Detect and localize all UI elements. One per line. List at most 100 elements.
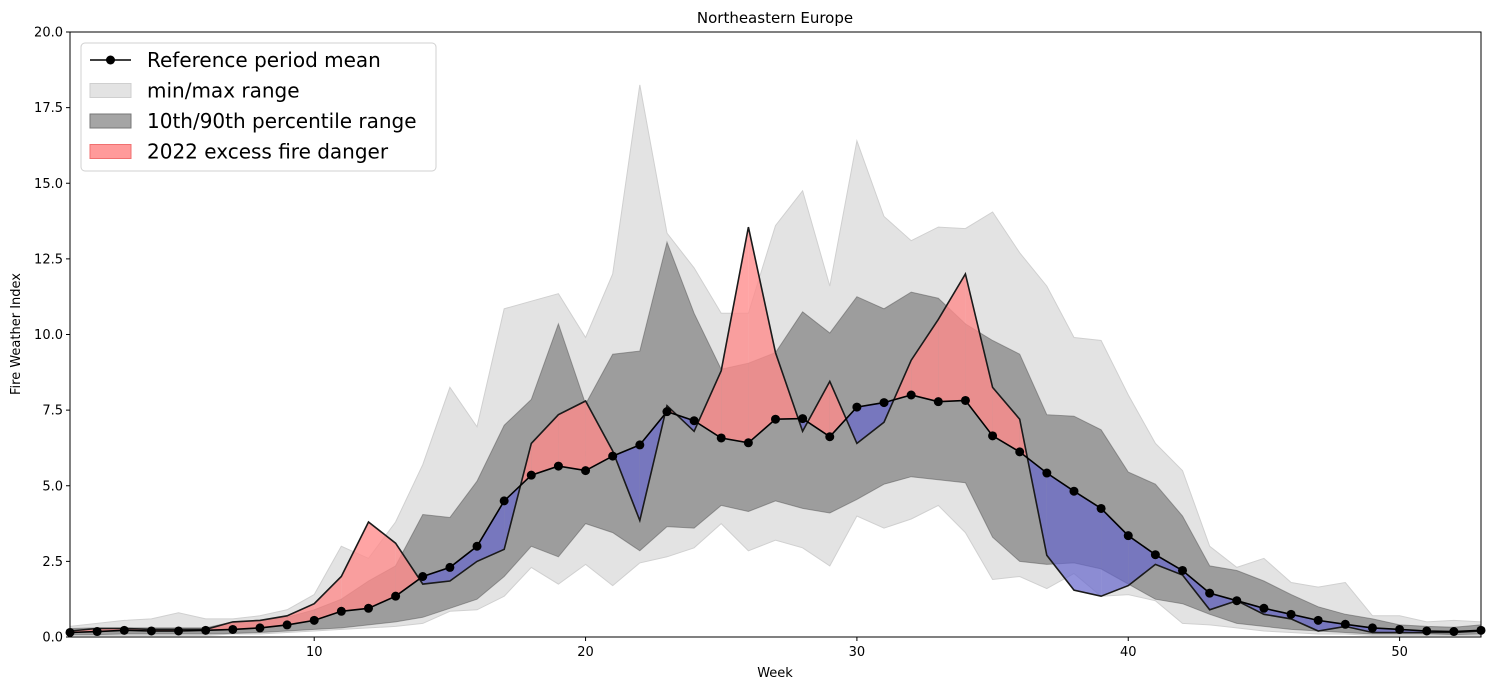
below-fill-segment <box>856 402 884 444</box>
reference-mean-point <box>255 623 265 633</box>
reference-mean-point <box>743 438 753 448</box>
legend: Reference period mean min/max range 10th/9… <box>80 42 437 172</box>
below-fill-segment <box>1209 593 1237 610</box>
excess-fill-segment <box>232 620 260 630</box>
excess-fill-segment <box>341 522 369 612</box>
reference-mean-point <box>445 562 455 572</box>
reference-mean-point <box>499 496 509 506</box>
below-fill-segment <box>1263 608 1292 619</box>
below-fill-segment <box>449 546 477 581</box>
reference-mean-point <box>906 390 916 400</box>
below-fill-segment <box>1101 508 1129 597</box>
excess-fill-segment <box>992 387 1020 452</box>
reference-mean-point <box>960 395 970 405</box>
reference-mean-point <box>1042 468 1052 478</box>
reference-mean-point <box>1150 550 1160 560</box>
y-tick-label: 17.5 <box>34 101 63 116</box>
legend-swatch-patch <box>89 144 132 159</box>
reference-mean-point <box>228 624 238 634</box>
below-fill-segment <box>477 500 505 562</box>
excess-fill-segment <box>531 414 559 476</box>
below-fill-segment <box>614 444 640 521</box>
reference-mean-point <box>526 470 536 480</box>
plot-area <box>65 84 1486 637</box>
excess-fill-segment <box>911 319 939 402</box>
reference-mean-point <box>988 431 998 441</box>
reference-mean-point <box>174 626 184 636</box>
reference-mean-point <box>201 625 211 635</box>
reference-mean-point <box>933 397 943 407</box>
reference-mean-point <box>825 432 835 442</box>
y-tick-label: 10.0 <box>34 328 63 343</box>
excess-fill-segment <box>314 576 342 621</box>
excess-fill-segment <box>807 381 830 437</box>
reference-mean-point <box>92 627 102 637</box>
below-fill-segment <box>1046 473 1074 591</box>
y-axis-label: Fire Weather Index <box>9 273 24 395</box>
reference-mean-point <box>852 402 862 412</box>
reference-mean-point <box>472 541 482 551</box>
reference-mean-point <box>1313 615 1323 625</box>
below-fill-segment <box>1291 614 1319 631</box>
reference-mean-point <box>336 606 346 616</box>
reference-mean-point <box>689 416 699 426</box>
y-tick-label: 5.0 <box>42 479 63 494</box>
reference-mean-point <box>282 620 292 630</box>
axes: 10 20 30 40 50 0.0 2.5 5.0 7.5 10.0 12.5 15.0 17.5 20… <box>34 26 1482 660</box>
reference-mean-point <box>146 626 156 636</box>
reference-mean-point <box>798 414 808 424</box>
reference-mean-point <box>1449 627 1459 637</box>
excess-fill-segment <box>721 227 749 443</box>
reference-mean-point <box>1205 588 1215 598</box>
x-tick-label: 50 <box>1391 645 1408 660</box>
x-tick-label: 10 <box>306 645 323 660</box>
reference-mean-point <box>1395 624 1405 634</box>
below-fill-segment <box>1155 554 1183 575</box>
reference-mean-point <box>1015 447 1025 457</box>
x-tick-label: 30 <box>849 645 866 660</box>
reference-mean-point <box>662 407 672 417</box>
excess-fill-segment <box>697 370 722 438</box>
y-tick-label: 20.0 <box>34 26 63 41</box>
x-tick-label: 20 <box>577 645 594 660</box>
below-fill-segment <box>422 567 450 585</box>
excess-fill-segment <box>287 603 315 625</box>
excess-fill-segment <box>938 274 966 402</box>
reference-mean-point <box>1232 596 1242 606</box>
series-2022-line <box>70 226 1481 634</box>
reference-mean-point <box>1069 486 1079 496</box>
y-tick-label: 15.0 <box>34 177 63 192</box>
reference-mean-point <box>1123 531 1133 541</box>
reference-mean-point <box>1259 603 1269 613</box>
y-tick-label: 2.5 <box>42 555 63 570</box>
y-tick-label: 7.5 <box>42 404 63 419</box>
below-fill-segment <box>1074 491 1102 597</box>
legend-label: 10th/90th percentile range <box>147 109 417 133</box>
reference-mean-point <box>608 451 618 461</box>
legend-swatch-patch <box>89 83 132 98</box>
reference-mean-point <box>1286 609 1296 619</box>
reference-mean-point <box>391 591 401 601</box>
y-tick-label: 0.0 <box>42 631 63 646</box>
reference-mean-point <box>119 625 129 635</box>
reference-mean-point <box>771 414 780 424</box>
y-tick-label: 12.5 <box>34 252 63 267</box>
reference-mean-point <box>581 466 591 476</box>
x-tick-label: 40 <box>1120 645 1137 660</box>
reference-mean-point <box>363 603 373 613</box>
chart-title: Northeastern Europe <box>697 9 853 27</box>
reference-mean-point <box>635 440 645 450</box>
legend-swatch-marker <box>106 55 115 65</box>
legend-box <box>80 42 437 172</box>
reference-mean-point <box>553 461 563 471</box>
reference-mean-point <box>418 572 428 581</box>
legend-label: Reference period mean <box>147 48 381 72</box>
legend-label: min/max range <box>147 79 300 103</box>
excess-fill-segment <box>585 401 613 471</box>
below-fill-segment <box>1318 620 1346 631</box>
reference-mean-point <box>1422 626 1432 636</box>
excess-fill-segment <box>368 522 396 609</box>
reference-mean-point <box>309 615 319 625</box>
reference-mean-point <box>1367 623 1377 633</box>
